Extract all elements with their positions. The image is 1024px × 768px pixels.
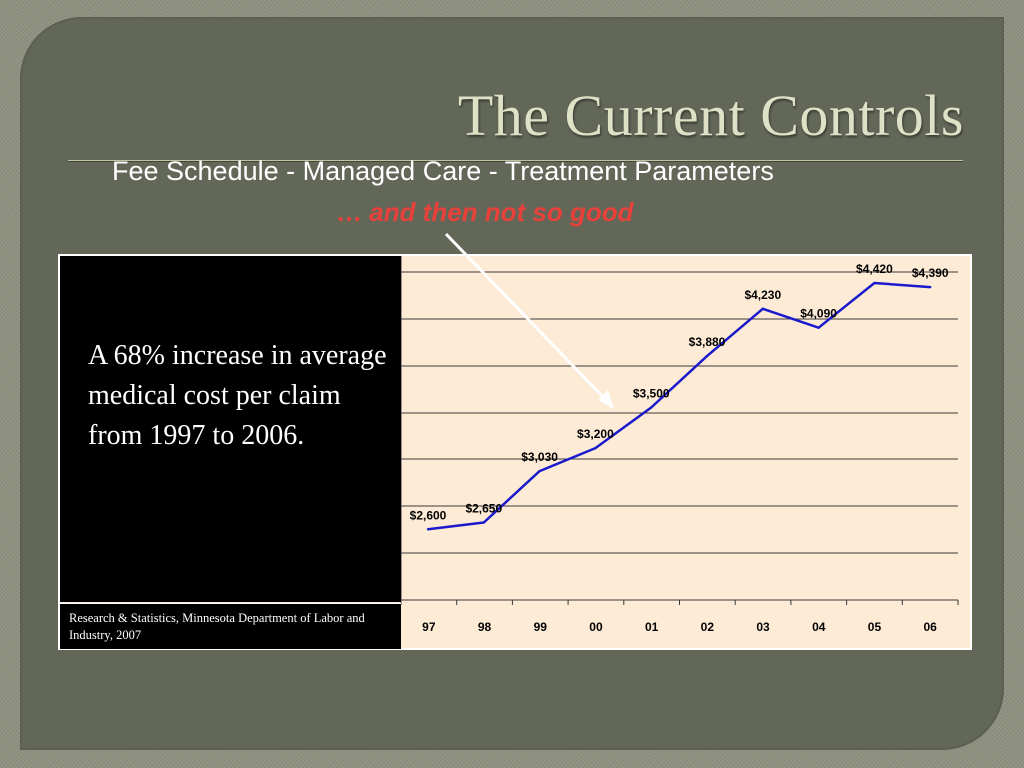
callout-panel <box>60 256 401 602</box>
data-label: $3,030 <box>521 450 558 464</box>
x-tick-label: 05 <box>868 620 882 634</box>
data-point <box>426 528 430 531</box>
series-line <box>427 281 931 531</box>
data-point <box>873 281 876 285</box>
data-label: $4,090 <box>800 307 837 321</box>
slide-title: The Current Controls <box>457 83 964 148</box>
data-label: $4,230 <box>744 288 781 302</box>
data-point <box>482 521 485 524</box>
x-tick-label: 97 <box>422 620 436 634</box>
x-tick-label: 02 <box>701 620 715 634</box>
x-tick-label: 00 <box>589 620 603 634</box>
data-point <box>594 446 597 450</box>
tagline-text: and then not so good <box>369 197 634 227</box>
x-tick-label: 01 <box>645 620 659 634</box>
tagline: … and then not so good <box>336 197 634 228</box>
annotation-arrow-head <box>598 390 614 409</box>
x-tick-label: 98 <box>478 620 492 634</box>
data-point <box>650 406 653 409</box>
chart-data-labels: $2,600 $2,650 $3,030 $3,200 $3,500 $3,880 $4,2… <box>410 262 949 522</box>
data-label: $3,200 <box>577 427 614 441</box>
data-point <box>761 307 764 310</box>
data-point <box>817 326 820 329</box>
data-label: $3,500 <box>633 387 670 401</box>
data-point <box>538 469 541 473</box>
x-tick-label: 06 <box>923 620 937 634</box>
x-tick-label: 99 <box>534 620 548 634</box>
source-citation: Research & Statistics, Minnesota Departm… <box>60 603 401 649</box>
chart-gridlines <box>401 271 958 554</box>
title-divider <box>68 160 963 161</box>
data-point <box>705 354 709 358</box>
callout-text: A 68% increase in average medical cost p… <box>88 340 387 451</box>
data-label: $4,420 <box>856 262 893 276</box>
x-tick-label: 03 <box>756 620 770 634</box>
chart-annotation <box>444 232 614 409</box>
slide-subtitle: Fee Schedule - Managed Care - Treatment … <box>112 156 774 186</box>
data-label: $2,650 <box>465 502 502 516</box>
data-label: $4,390 <box>912 266 949 280</box>
chart-series <box>426 281 932 531</box>
chart-x-axis <box>400 256 959 605</box>
x-tick-label: 04 <box>812 620 826 634</box>
data-point <box>929 285 932 289</box>
annotation-arrow-shaft <box>444 232 608 402</box>
tagline-ellipsis: … <box>336 197 362 227</box>
data-label: $3,880 <box>689 335 726 349</box>
data-label: $2,600 <box>410 508 447 522</box>
chart-x-tick-labels: 97 98 99 00 01 02 03 04 05 06 <box>422 620 937 634</box>
